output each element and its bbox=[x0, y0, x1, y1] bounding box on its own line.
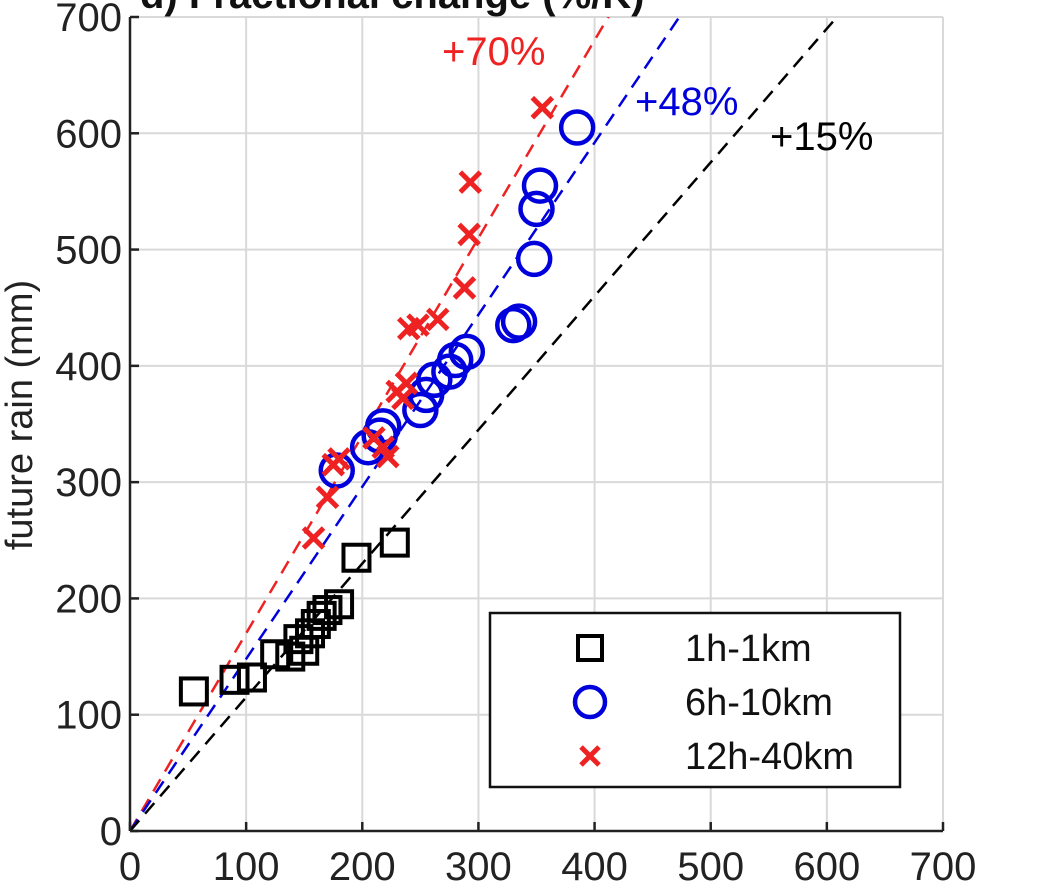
data-point-circle bbox=[515, 240, 553, 278]
x-tick-label: 500 bbox=[677, 845, 744, 889]
y-tick-label: 500 bbox=[55, 229, 122, 273]
data-point-x bbox=[426, 307, 450, 332]
x-tick-label: 300 bbox=[445, 845, 512, 889]
data-point-square bbox=[219, 664, 250, 695]
data-point-circle bbox=[364, 408, 402, 445]
data-point-x bbox=[394, 371, 419, 396]
data-point-square bbox=[576, 634, 604, 662]
x-tick-label: 600 bbox=[793, 845, 860, 889]
data-point-x bbox=[579, 745, 601, 767]
data-points bbox=[178, 95, 596, 707]
data-point-circle bbox=[558, 109, 596, 146]
x-tick-label: 700 bbox=[910, 845, 977, 889]
data-point-circle bbox=[500, 303, 538, 340]
data-point-x bbox=[458, 170, 483, 194]
data-point-square bbox=[341, 542, 372, 573]
grid bbox=[129, 16, 944, 832]
data-point-x bbox=[530, 95, 555, 120]
legend-item: 12h-40km bbox=[579, 736, 854, 778]
reference-line-labels: +70% +48% +15% bbox=[442, 30, 873, 159]
data-point-x bbox=[301, 526, 326, 550]
y-tick-label: 300 bbox=[55, 461, 122, 505]
chart-title: d) Fractional change (%/K) bbox=[140, 0, 645, 17]
legend-label: 6h-10km bbox=[685, 682, 833, 724]
y-tick-label: 100 bbox=[55, 694, 122, 738]
data-point-circle bbox=[521, 167, 559, 204]
x-tick-label: 400 bbox=[561, 845, 628, 889]
data-point-square bbox=[379, 527, 410, 558]
data-point-circle bbox=[448, 333, 486, 371]
data-point-x bbox=[406, 313, 430, 337]
x-tick-label: 100 bbox=[213, 845, 280, 889]
y-tick-label: 600 bbox=[55, 112, 122, 156]
x-tick-label: 0 bbox=[119, 845, 141, 889]
reference-line-label: +70% bbox=[442, 30, 545, 74]
data-point-square bbox=[324, 589, 355, 620]
reference-line-label: +15% bbox=[770, 115, 873, 159]
axes: 0 100 200 300 400 500 600 700 0 100 200 300 400 500 60… bbox=[55, 0, 976, 889]
y-tick-label: 0 bbox=[100, 810, 122, 854]
data-point-circle bbox=[518, 190, 555, 228]
data-point-x bbox=[376, 444, 400, 469]
y-axis-label: future rain (mm) bbox=[0, 280, 41, 550]
data-point-x bbox=[452, 276, 477, 300]
reference-line bbox=[130, 17, 681, 831]
legend-label: 12h-40km bbox=[685, 736, 854, 778]
y-tick-label: 400 bbox=[55, 345, 122, 389]
legend-item: 1h-1km bbox=[576, 628, 812, 670]
legend-label: 1h-1km bbox=[685, 628, 812, 670]
y-tick-label: 200 bbox=[55, 577, 122, 621]
data-point-circle bbox=[572, 684, 608, 720]
data-point-square bbox=[236, 662, 267, 693]
data-point-x bbox=[327, 447, 351, 471]
reference-line-label: +48% bbox=[635, 80, 738, 124]
y-tick-label: 700 bbox=[55, 0, 122, 40]
x-tick-label: 200 bbox=[329, 845, 396, 889]
legend-item: 6h-10km bbox=[572, 682, 833, 724]
legend: 1h-1km 6h-10km 12h-40km bbox=[488, 611, 902, 789]
data-point-square bbox=[260, 639, 291, 670]
data-point-x bbox=[457, 222, 481, 247]
data-point-x bbox=[315, 485, 340, 510]
reference-lines bbox=[130, 17, 839, 831]
data-point-square bbox=[178, 676, 209, 707]
legend-box bbox=[488, 611, 902, 789]
